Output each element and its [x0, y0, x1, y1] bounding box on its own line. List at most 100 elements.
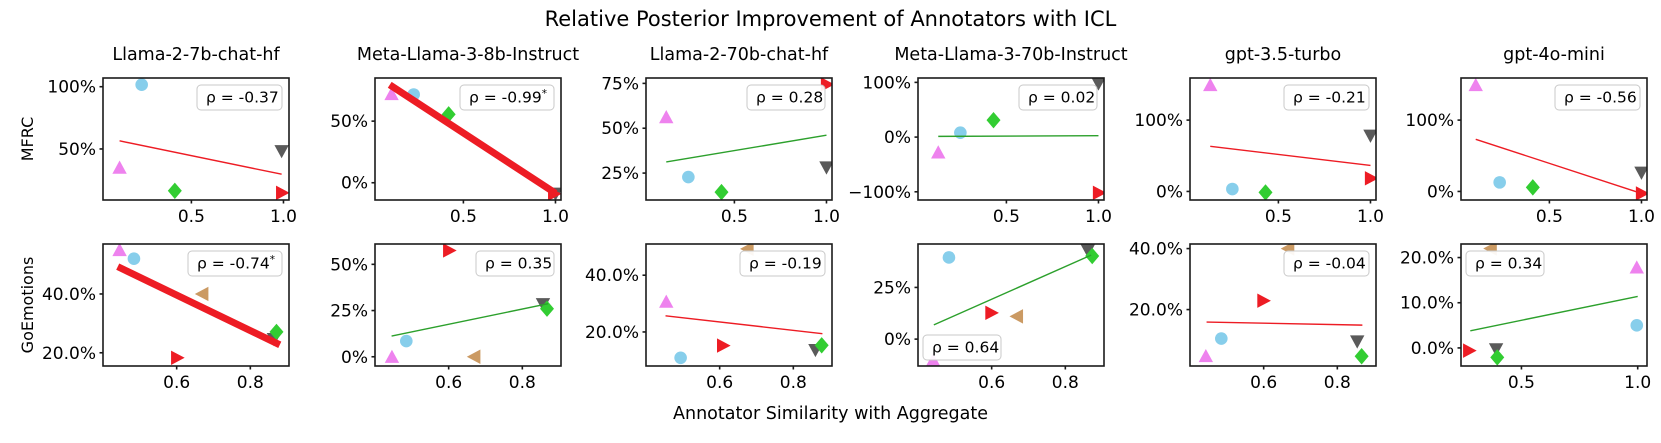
y-tick-label: −100%: [848, 183, 911, 203]
trend-line: [1210, 145, 1371, 167]
axes-box: [1189, 77, 1377, 201]
marker-circle: [127, 252, 141, 265]
marker-diamond: [986, 111, 1001, 129]
y-tick-label: 20.0%: [42, 344, 96, 364]
x-tick-label: 0.5: [178, 207, 205, 227]
marker-triangle-down: [274, 145, 289, 159]
rho-box-background: [1554, 84, 1641, 111]
x-tick-label: 0.6: [435, 373, 462, 393]
marker-circle: [674, 351, 687, 365]
rho-label: ρ = 0.35: [485, 255, 552, 273]
y-ticks: 0.0% 10.0% 20.0%: [1400, 249, 1461, 359]
figure-title: Relative Posterior Improvement of Annota…: [544, 7, 1117, 31]
marker-diamond: [167, 182, 182, 199]
trend-line: [1475, 138, 1642, 195]
rho-box: ρ = 0.34: [1465, 250, 1545, 277]
marker-triangle-left: [194, 286, 209, 302]
y-tick-label: 20.0%: [1400, 249, 1454, 269]
x-tick-label: 1.0: [542, 207, 569, 227]
trend-line: [1470, 295, 1638, 332]
marker-diamond: [441, 106, 456, 123]
marker-triangle-right: [1463, 343, 1477, 358]
x-ticks: 0.5 1.0: [721, 200, 840, 227]
column-title-llama-2-70b-chat-hf: Llama-2-70b-chat-hf: [649, 45, 829, 65]
trend-line: [119, 140, 282, 175]
rho-box-background: [1283, 84, 1370, 111]
rho-label: ρ = -0.21: [1293, 89, 1366, 107]
marker-circle: [1493, 176, 1506, 189]
y-tick-label: 50%: [330, 255, 368, 275]
trend-line: [665, 315, 823, 335]
plot-area: [1203, 78, 1376, 200]
marker-circle: [400, 334, 413, 348]
y-tick-label: 50%: [601, 119, 639, 139]
x-tick-label: 0.8: [780, 373, 807, 393]
trend-line: [391, 303, 549, 337]
y-tick-label: 10.0%: [1400, 294, 1454, 314]
plot-area: [931, 78, 1104, 200]
column-title-meta-llama-3-8b-instruct: Meta-Llama-3-8b-Instruct: [356, 45, 580, 65]
x-tick-label: 0.8: [509, 373, 536, 393]
axes-box: [1460, 243, 1648, 367]
x-ticks: 0.6 0.8: [1250, 366, 1351, 393]
marker-diamond: [1525, 179, 1540, 196]
marker-triangle-up: [112, 160, 127, 174]
rho-box: ρ = -0.99*: [459, 84, 555, 111]
marker-triangle-up: [384, 349, 400, 363]
y-tick-label: 0%: [1427, 182, 1454, 202]
trend-line: [1206, 321, 1363, 326]
marker-triangle-right: [276, 185, 289, 200]
plot-area: [1468, 78, 1647, 200]
marker-triangle-left: [466, 349, 481, 364]
x-ticks: 0.6 0.8: [978, 366, 1079, 393]
marker-diamond: [1354, 348, 1369, 365]
marker-triangle-up: [1198, 348, 1214, 363]
x-ticks: 0.5 1.0: [1508, 366, 1651, 393]
x-tick-label: 0.5: [993, 207, 1020, 227]
rho-box-background: [922, 334, 1002, 361]
marker-triangle-up: [931, 145, 946, 159]
subplot-goemotions-gpt-3-5-turbo: 20.0% 40.0% 0.6 0.8 ρ = -0.04: [1129, 240, 1377, 393]
marker-circle: [1215, 332, 1228, 345]
rho-label: ρ = 0.64: [932, 339, 999, 357]
y-tick-label: 40.0%: [585, 266, 639, 286]
rho-label: ρ = -0.04: [1293, 255, 1366, 273]
y-tick-label: 0%: [341, 174, 368, 194]
x-tick-label: 1.0: [1085, 207, 1112, 227]
y-tick-label: 100%: [47, 78, 96, 98]
rho-label: ρ = -0.56: [1564, 89, 1637, 107]
subplot-mfrc-llama-2-70b-chat-hf: 25% 50% 75% 0.5 1.0 ρ = 0.28: [601, 74, 840, 227]
subplot-goemotions-gpt-4o-mini: 0.0% 10.0% 20.0% 0.5 1.0 ρ = 0.34: [1400, 243, 1651, 393]
marker-triangle-left: [1009, 309, 1024, 324]
rho-box-background: [739, 250, 826, 277]
x-axis-label: Annotator Similarity with Aggregate: [673, 404, 988, 424]
trend-line: [666, 134, 827, 163]
plot-area: [926, 244, 1100, 366]
axes-box: [1460, 77, 1648, 201]
x-tick-label: 0.6: [1250, 373, 1277, 393]
subplot-mfrc-gpt-4o-mini: 0% 100% 0.5 1.0 ρ = -0.56: [1405, 77, 1655, 227]
marker-triangle-up: [1203, 78, 1218, 92]
y-tick-label: 0.0%: [1411, 339, 1454, 359]
axes-box: [917, 243, 1105, 367]
marker-diamond: [814, 337, 829, 354]
plot-area: [659, 244, 829, 365]
y-tick-label: 0%: [1156, 182, 1183, 202]
rho-label: ρ = 0.02: [1028, 89, 1095, 107]
marker-triangle-down: [1634, 166, 1647, 180]
marker-diamond: [1258, 184, 1273, 200]
trend-line: [116, 263, 282, 348]
column-title-gpt-3-5-turbo: gpt-3.5-turbo: [1224, 45, 1342, 65]
marker-diamond: [269, 323, 284, 341]
axes-box: [917, 77, 1105, 201]
y-tick-label: 50%: [330, 112, 368, 132]
x-tick-label: 0.8: [1052, 373, 1079, 393]
rho-label: ρ = -0.74*: [197, 254, 275, 273]
x-tick-label: 0.5: [1508, 373, 1535, 393]
y-tick-label: 100%: [1134, 111, 1183, 131]
subplot-goemotions-llama-2-7b-chat-hf: 20.0% 40.0% 0.6 0.8 ρ = -0.74*: [42, 243, 290, 393]
y-tick-label: 25%: [601, 164, 639, 184]
y-ticks: 0% 25% 50%: [330, 255, 375, 368]
x-tick-label: 1.0: [1357, 207, 1384, 227]
marker-triangle-right: [717, 338, 731, 353]
